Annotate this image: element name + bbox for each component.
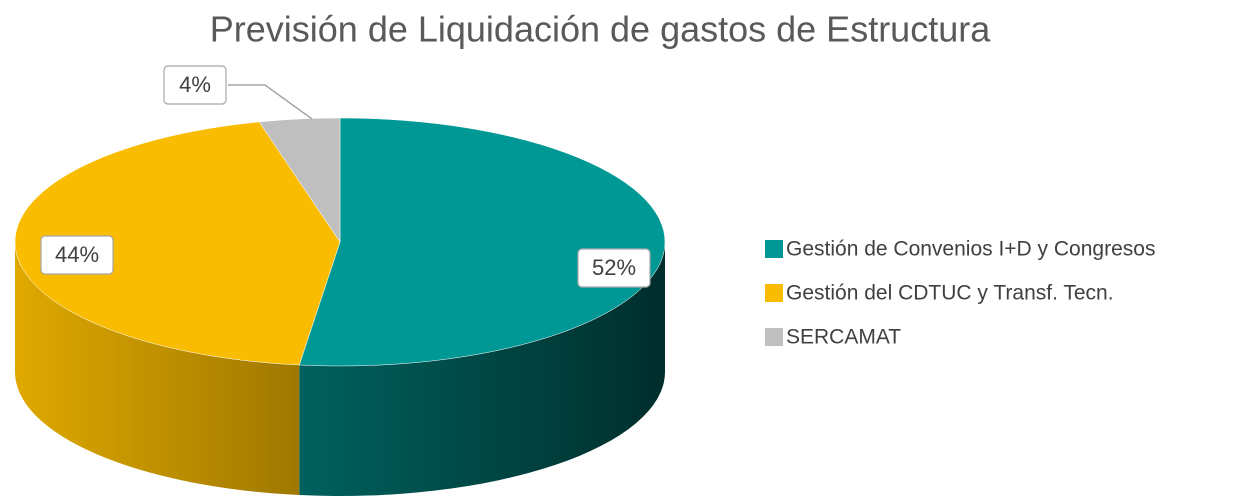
data-label: 44% [55,242,99,267]
pie-slice [298,117,666,367]
data-label: 52% [592,255,636,280]
slice-side [15,242,300,496]
data-label-box [163,65,227,105]
legend-swatch [765,328,783,346]
data-label: 4% [179,72,211,97]
legend-label: Gestión de Convenios I+D y Congresos [786,238,1155,261]
legend-label: SERCAMAT [786,326,901,349]
pie-slice [14,121,341,366]
legend-label: Gestión del CDTUC y Transf. Tecn. [786,282,1114,305]
legend-swatch [765,284,783,302]
data-label-box [577,248,651,288]
pie-slice [258,117,341,243]
legend-swatch [765,240,783,258]
chart-title: Previsión de Liquidación de gastos de Es… [210,9,991,50]
leader-line [228,84,313,120]
slice-side [299,242,665,496]
data-label-box [40,235,114,275]
